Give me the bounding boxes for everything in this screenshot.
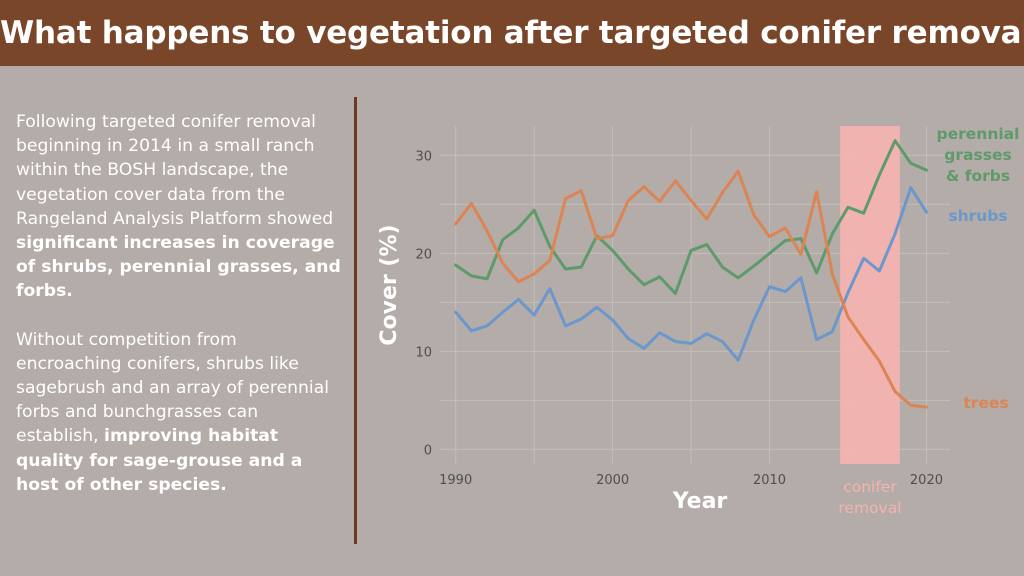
paragraph-2: Without competition from encroaching con… bbox=[16, 328, 346, 497]
x-tick-label: 1990 bbox=[439, 473, 472, 488]
y-tick-label: 10 bbox=[415, 345, 432, 360]
cover-line-chart: conifer removal 1990 2000 2010 2020 0 10 20 30 Yea… bbox=[377, 125, 1020, 517]
y-tick-label: 20 bbox=[415, 247, 432, 262]
series-label: trees bbox=[963, 394, 1008, 412]
series-label: & forbs bbox=[946, 167, 1010, 185]
x-tick-label: 2010 bbox=[753, 473, 786, 488]
annotation-label: conifer bbox=[843, 478, 897, 496]
conifer-removal-band bbox=[840, 126, 900, 464]
description-text: Following targeted conifer removal begin… bbox=[16, 110, 346, 521]
series-line-perennial-grasses-forbs bbox=[454, 139, 928, 296]
paragraph-1-emphasis: significant increases in coverage of shr… bbox=[16, 233, 341, 302]
paragraph-1-text: Following targeted conifer removal begin… bbox=[16, 112, 334, 229]
y-tick-label: 0 bbox=[424, 443, 432, 458]
page-title: What happens to vegetation after targete… bbox=[0, 15, 1024, 51]
y-axis-title: Cover (%) bbox=[377, 224, 402, 345]
x-tick-label: 2020 bbox=[910, 473, 943, 488]
paragraph-2-emphasis: improving habitat quality for sage-grous… bbox=[16, 426, 303, 495]
x-axis-title: Year bbox=[672, 489, 728, 514]
series-label: perennial bbox=[937, 125, 1020, 143]
series-line-shrubs bbox=[454, 186, 928, 362]
x-tick-label: 2000 bbox=[596, 473, 629, 488]
y-tick-label: 30 bbox=[415, 149, 432, 164]
series-line-trees bbox=[454, 169, 928, 409]
vertical-divider bbox=[354, 97, 357, 544]
series-label: grasses bbox=[944, 146, 1011, 164]
annotation-label: removal bbox=[838, 499, 901, 517]
paragraph-1: Following targeted conifer removal begin… bbox=[16, 110, 346, 304]
series-label: shrubs bbox=[948, 207, 1007, 225]
title-banner: What happens to vegetation after targete… bbox=[0, 0, 1024, 66]
paragraph-2-text: Without competition from encroaching con… bbox=[16, 329, 330, 447]
